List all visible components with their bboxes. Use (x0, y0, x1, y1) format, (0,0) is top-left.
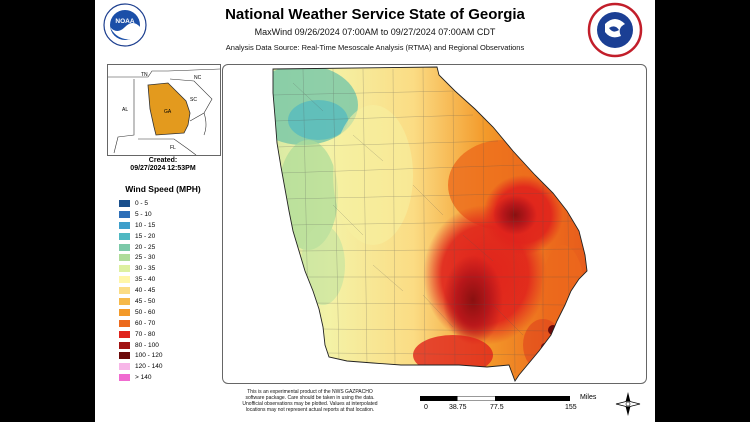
legend-label: 10 - 15 (135, 221, 156, 229)
map-product-frame: NOAA National Weather Service State of G… (95, 0, 655, 422)
data-source-line: Analysis Data Source: Real-Time Mesoscal… (225, 43, 525, 52)
scale-tick: 38.75 (449, 404, 467, 411)
legend-item: 20 - 25 (119, 242, 229, 253)
legend-label: > 140 (135, 374, 152, 382)
inset-label-nc: NC (194, 75, 202, 81)
nws-logo (587, 2, 643, 58)
noaa-logo: NOAA (103, 3, 147, 47)
created-label: Created: (148, 157, 178, 164)
legend-item: 0 - 5 (119, 198, 229, 209)
legend-title: Wind Speed (MPH) (125, 184, 201, 194)
legend-swatch (119, 308, 130, 316)
legend-swatch (119, 330, 130, 338)
legend-label: 5 - 10 (135, 210, 152, 218)
legend-swatch (119, 352, 130, 360)
legend-item: 100 - 120 (119, 350, 229, 361)
page-title: National Weather Service State of Georgi… (225, 6, 525, 23)
wind-speed-field (273, 67, 587, 381)
legend-item: 60 - 70 (119, 318, 229, 329)
disclaimer-line: locations may not represent actual repor… (245, 407, 375, 413)
legend-swatch (119, 297, 130, 305)
disclaimer-line: This is an experimental product of the N… (247, 389, 373, 395)
legend-swatch (119, 363, 130, 371)
legend-item: 80 - 100 (119, 340, 229, 351)
legend-item: 35 - 40 (119, 274, 229, 285)
legend-item: 30 - 35 (119, 263, 229, 274)
legend-label: 120 - 140 (135, 363, 163, 371)
legend-label: 20 - 25 (135, 243, 156, 251)
time-range-subtitle: MaxWind 09/26/2024 07:00AM to 09/27/2024… (254, 27, 496, 37)
legend-item: 120 - 140 (119, 361, 229, 372)
created-timestamp: 09/27/2024 12:53PM (130, 165, 196, 172)
scale-tick: 0 (424, 404, 428, 411)
legend-swatch (119, 287, 130, 295)
legend-swatch (119, 232, 130, 240)
legend-item: 25 - 30 (119, 252, 229, 263)
legend-item: 5 - 10 (119, 209, 229, 220)
inset-label-ga: GA (164, 109, 172, 115)
disclaimer-line: software package. Care should be taken i… (245, 395, 375, 401)
legend-item: 50 - 60 (119, 307, 229, 318)
legend-label: 15 - 20 (135, 232, 156, 240)
scale-unit: Miles (580, 394, 597, 401)
georgia-wind-map: NATIONAL WEATHER SERVICE (222, 64, 647, 384)
legend-label: 50 - 60 (135, 308, 156, 316)
legend-label: 35 - 40 (135, 276, 156, 284)
legend-item: 70 - 80 (119, 329, 229, 340)
legend-item: > 140 (119, 372, 229, 383)
legend-swatch (119, 221, 130, 229)
disclaimer-line: Unofficial observations may be plotted. … (242, 401, 378, 407)
legend-label: 30 - 35 (135, 265, 156, 273)
legend-swatch (119, 199, 130, 207)
legend-item: 10 - 15 (119, 220, 229, 231)
legend-label: 100 - 120 (135, 352, 163, 360)
scale-bar (420, 396, 570, 401)
legend-label: 40 - 45 (135, 287, 156, 295)
legend-swatch (119, 276, 130, 284)
svg-text:NOAA: NOAA (115, 18, 134, 25)
legend-swatch (119, 374, 130, 382)
disclaimer: This is an experimental product of the N… (235, 389, 385, 413)
legend-swatch (119, 210, 130, 218)
legend-item: 40 - 45 (119, 285, 229, 296)
locator-inset-map: TN NC SC AL GA FL (107, 64, 221, 156)
legend-swatch (119, 265, 130, 273)
legend-item: 45 - 50 (119, 296, 229, 307)
legend-item: 15 - 20 (119, 231, 229, 242)
legend-swatch (119, 254, 130, 262)
legend-label: 70 - 80 (135, 330, 156, 338)
legend-swatch (119, 341, 130, 349)
legend-label: 45 - 50 (135, 297, 156, 305)
legend-swatch (119, 243, 130, 251)
scale-tick: 77.5 (490, 404, 504, 411)
wind-speed-legend: 0 - 5 5 - 10 10 - 15 15 - 20 20 - 25 25 - 30 3… (119, 198, 229, 383)
inset-label-sc: SC (190, 97, 197, 103)
georgia-highlight (147, 82, 191, 136)
inset-label-fl: FL (170, 145, 176, 151)
legend-swatch (119, 319, 130, 327)
legend-label: 25 - 30 (135, 254, 156, 262)
georgia-outline (272, 66, 588, 382)
scale-tick: 155 (565, 404, 577, 411)
legend-label: 80 - 100 (135, 341, 159, 349)
north-arrow-icon (615, 392, 641, 416)
legend-label: 60 - 70 (135, 319, 156, 327)
inset-label-tn: TN (141, 72, 148, 78)
legend-label: 0 - 5 (135, 199, 149, 207)
inset-label-al: AL (122, 107, 128, 113)
